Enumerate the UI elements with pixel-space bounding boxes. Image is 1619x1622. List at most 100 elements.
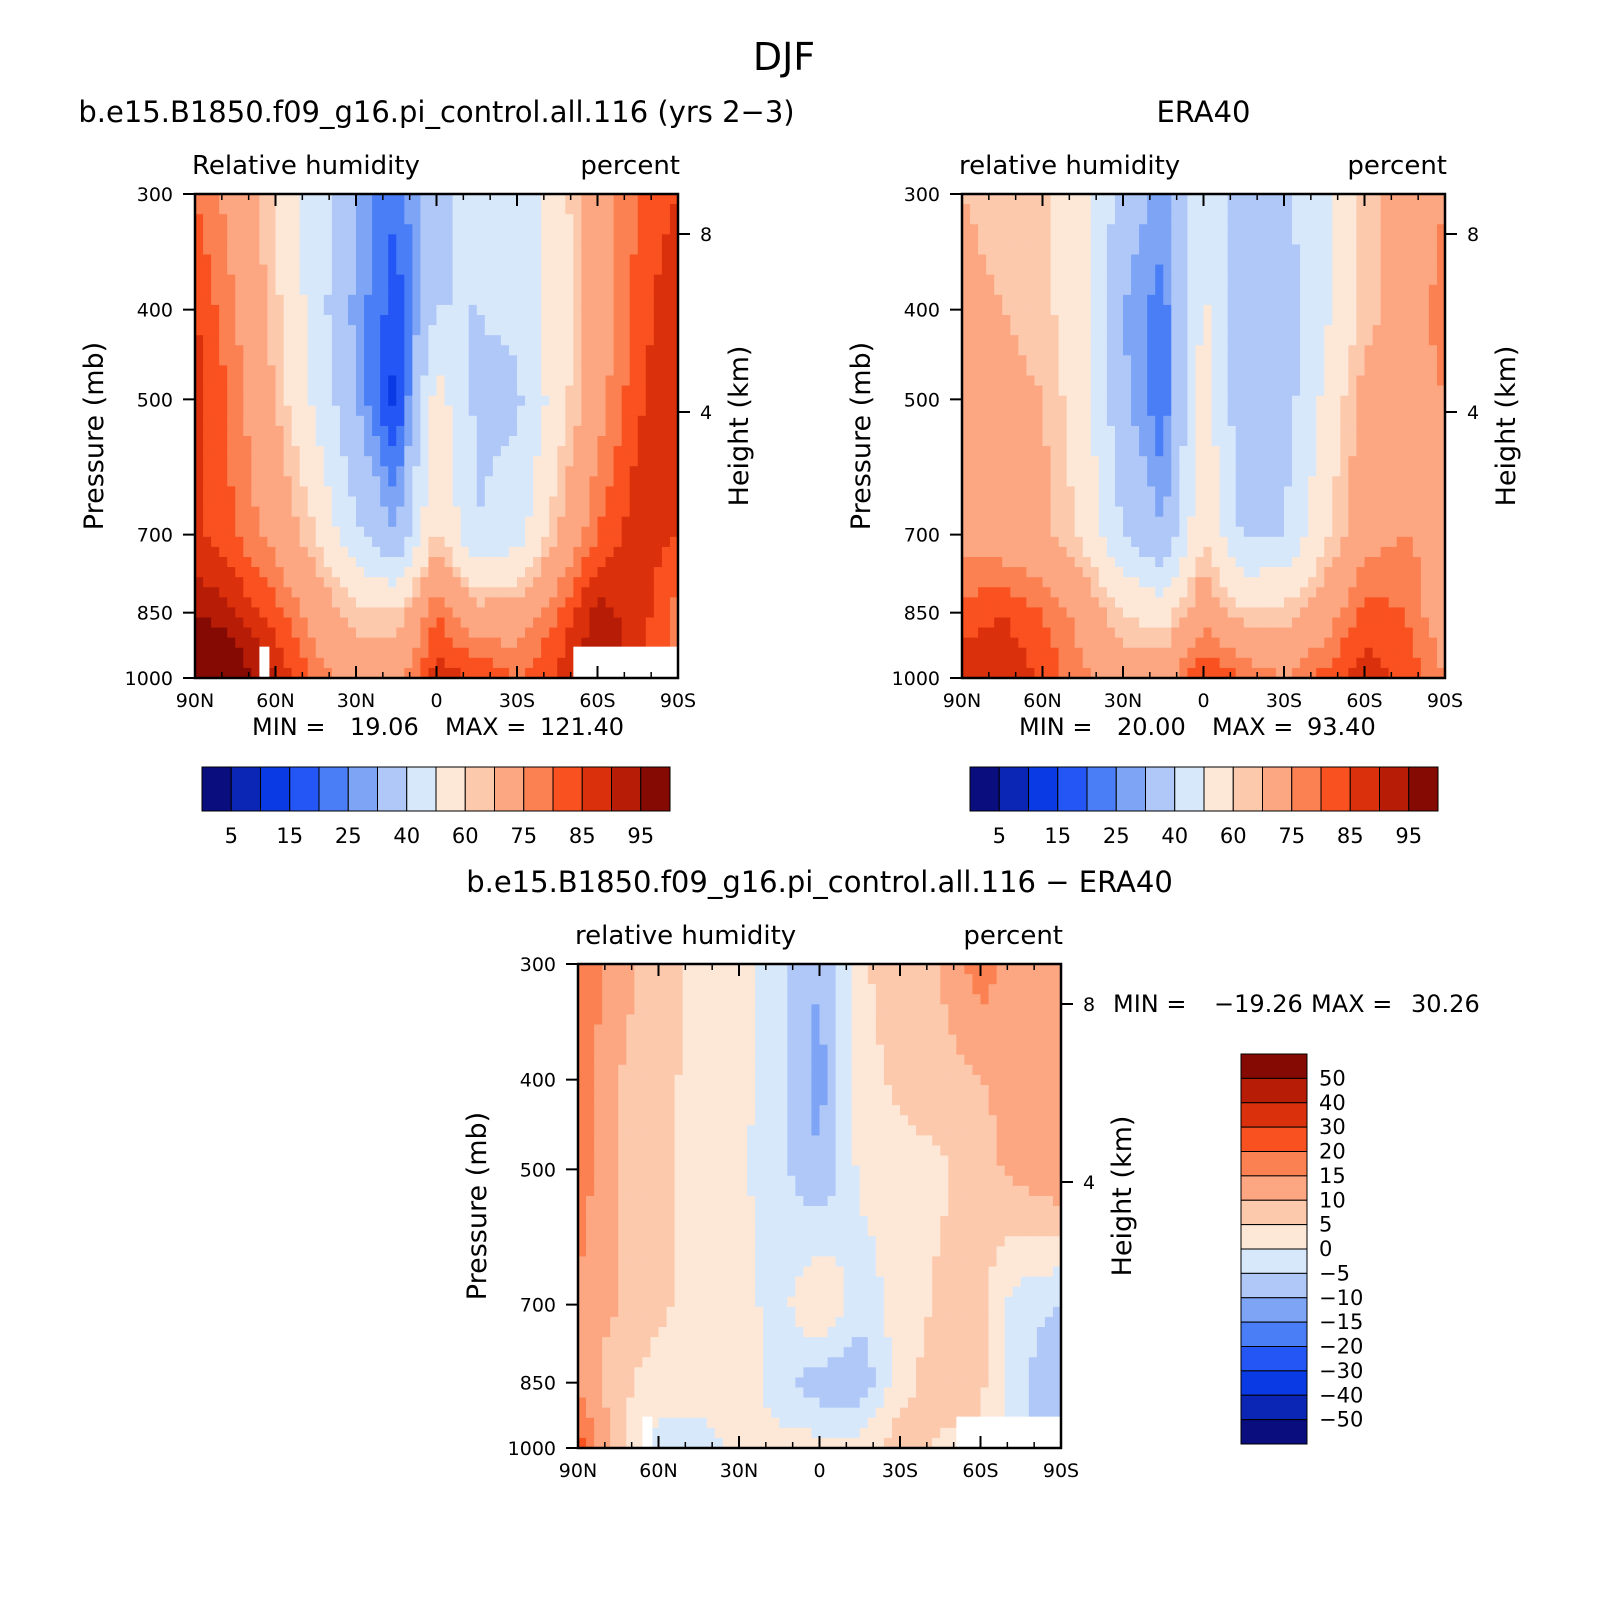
heatmap-cell bbox=[541, 486, 550, 498]
heatmap-cell bbox=[227, 325, 236, 336]
heatmap-cell bbox=[323, 456, 333, 467]
heatmap-cell bbox=[597, 405, 607, 417]
heatmap-cell bbox=[1284, 436, 1293, 447]
heatmap-cell bbox=[380, 567, 389, 578]
heatmap-cell bbox=[227, 657, 236, 669]
heatmap-cell bbox=[533, 546, 542, 558]
heatmap-cell bbox=[372, 607, 381, 619]
heatmap-cell bbox=[364, 304, 373, 316]
heatmap-cell bbox=[1348, 405, 1358, 417]
heatmap-cell bbox=[1420, 446, 1430, 457]
heatmap-cell bbox=[1267, 335, 1277, 346]
heatmap-cell bbox=[1195, 335, 1205, 346]
heatmap-cell bbox=[476, 526, 486, 538]
heatmap-cell bbox=[299, 375, 309, 387]
heatmap-cell bbox=[661, 284, 671, 296]
heatmap-cell bbox=[1292, 436, 1301, 447]
heatmap-cell bbox=[267, 526, 277, 538]
heatmap-cell bbox=[1372, 486, 1382, 498]
heatmap-cell bbox=[283, 567, 293, 578]
heatmap-cell bbox=[557, 557, 566, 568]
heatmap-cell bbox=[1356, 506, 1366, 518]
heatmap-cell bbox=[581, 587, 591, 598]
heatmap-cell bbox=[653, 486, 663, 498]
heatmap-cell bbox=[267, 395, 277, 407]
heatmap-cell bbox=[347, 657, 357, 669]
heatmap-cell bbox=[1219, 395, 1229, 407]
heatmap-cell bbox=[436, 415, 446, 427]
heatmap-cell bbox=[1300, 345, 1309, 356]
heatmap-cell bbox=[1267, 486, 1277, 498]
heatmap-cell bbox=[1348, 516, 1358, 528]
heatmap-cell bbox=[219, 355, 228, 367]
heatmap-cell bbox=[637, 506, 647, 518]
heatmap-cell bbox=[275, 194, 285, 205]
heatmap-cell bbox=[597, 355, 607, 367]
heatmap-cell bbox=[1235, 385, 1245, 397]
heatmap-cell bbox=[1187, 244, 1197, 256]
heatmap-cell bbox=[517, 557, 526, 568]
heatmap-cell bbox=[1436, 345, 1446, 356]
heatmap-cell bbox=[436, 667, 446, 679]
heatmap-cell bbox=[1195, 506, 1205, 518]
heatmap-cell bbox=[1275, 264, 1285, 276]
heatmap-cell bbox=[1436, 365, 1446, 377]
heatmap-cell bbox=[339, 466, 349, 477]
heatmap-cell bbox=[1066, 325, 1076, 336]
heatmap-cell bbox=[1412, 486, 1422, 498]
heatmap-cell bbox=[525, 446, 534, 457]
heatmap-cell bbox=[476, 536, 486, 548]
heatmap-cell bbox=[500, 254, 510, 266]
heatmap-cell bbox=[557, 587, 566, 598]
heatmap-cell bbox=[1058, 425, 1068, 437]
heatmap-cell bbox=[1098, 365, 1108, 377]
heatmap-cell bbox=[251, 264, 260, 276]
heatmap-cell bbox=[1284, 335, 1293, 346]
heatmap-cell bbox=[508, 456, 518, 467]
heatmap-cell bbox=[1090, 224, 1100, 235]
heatmap-cell bbox=[259, 627, 269, 639]
heatmap-cell bbox=[613, 506, 623, 518]
heatmap-cell bbox=[1292, 385, 1301, 397]
heatmap-cell bbox=[1243, 204, 1253, 215]
heatmap-cell bbox=[251, 486, 260, 498]
heatmap-cell bbox=[339, 617, 349, 629]
heatmap-cell bbox=[613, 234, 623, 246]
heatmap-cell bbox=[404, 526, 413, 538]
heatmap-cell bbox=[315, 214, 325, 225]
heatmap-cell bbox=[420, 264, 430, 276]
heatmap-cell bbox=[1380, 516, 1390, 528]
heatmap-cell bbox=[1179, 436, 1188, 447]
heatmap-cell bbox=[1292, 506, 1301, 518]
heatmap-cell bbox=[978, 345, 987, 356]
heatmap-cell bbox=[1219, 234, 1229, 246]
heatmap-cell bbox=[388, 224, 397, 235]
heatmap-cell bbox=[1187, 335, 1197, 346]
heatmap-cell bbox=[1106, 335, 1116, 346]
heatmap-cell bbox=[1227, 506, 1237, 518]
heatmap-cell bbox=[468, 224, 478, 235]
heatmap-cell bbox=[962, 345, 971, 356]
heatmap-cell bbox=[1348, 224, 1358, 235]
heatmap-cell bbox=[404, 567, 413, 578]
heatmap-cell bbox=[492, 214, 502, 225]
heatmap-cell bbox=[227, 536, 236, 548]
heatmap-cell bbox=[653, 375, 663, 387]
heatmap-cell bbox=[557, 254, 566, 266]
heatmap-cell bbox=[235, 244, 244, 256]
heatmap-cell bbox=[452, 667, 462, 679]
heatmap-cell bbox=[533, 466, 542, 477]
heatmap-cell bbox=[1356, 224, 1366, 235]
heatmap-cell bbox=[364, 254, 373, 266]
heatmap-cell bbox=[1235, 214, 1245, 225]
heatmap-cell bbox=[1195, 214, 1205, 225]
heatmap-cell bbox=[1404, 516, 1414, 528]
heatmap-cell bbox=[1106, 476, 1116, 488]
heatmap-cell bbox=[195, 335, 204, 346]
heatmap-cell bbox=[339, 234, 349, 246]
heatmap-cell bbox=[1364, 446, 1374, 457]
heatmap-cell bbox=[1308, 274, 1317, 286]
heatmap-cell bbox=[978, 264, 987, 276]
heatmap-cell bbox=[605, 446, 615, 457]
heatmap-cell bbox=[420, 415, 430, 427]
